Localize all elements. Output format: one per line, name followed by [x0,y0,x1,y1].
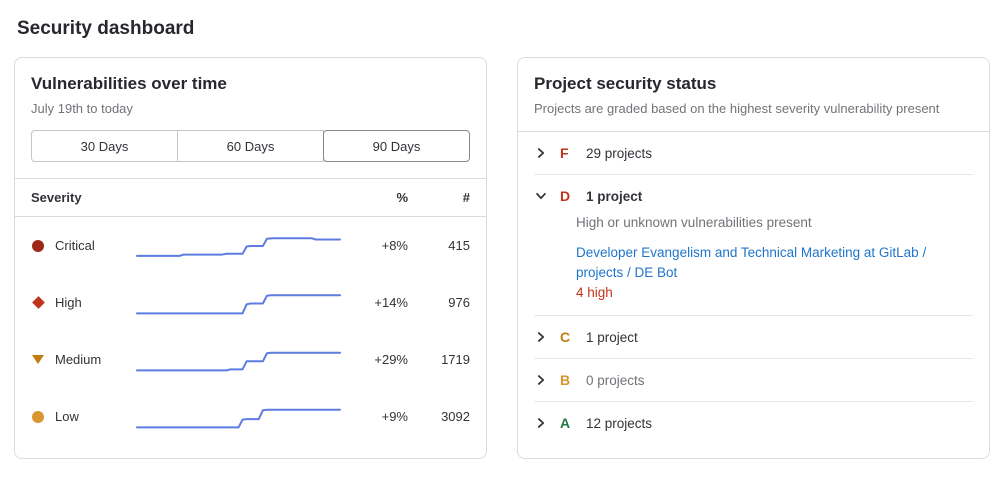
grade-section-d: D 1 project High or unknown vulnerabilit… [534,175,973,317]
grade-letter-a: A [560,415,571,432]
grade-letter-d: D [560,188,571,204]
grade-section-c: C 1 project [534,316,973,360]
grade-c-project-count: 1 project [586,329,638,345]
project-status-title: Project security status [534,74,717,93]
severity-critical-icon [31,239,45,253]
chevron-right-icon [534,373,548,387]
grade-row-c[interactable]: C 1 project [534,316,973,358]
low-count: 3092 [441,409,470,424]
security-dashboard-page: Security dashboard Vulnerabilities over … [14,18,990,459]
severity-label: Medium [55,352,102,367]
severity-name-cell: Low [31,409,135,424]
grade-section-b: B 0 projects [534,359,973,403]
panels-container: Vulnerabilities over time July 19th to t… [14,57,990,459]
chevron-right-icon [534,416,548,430]
critical-count: 415 [448,238,470,253]
grade-d-vulnerability-count: 4 high [576,285,613,301]
grade-letter-f: F [560,145,569,161]
project-link-de-bot[interactable]: Developer Evangelism and Technical Marke… [576,245,927,280]
grade-section-f: F 29 projects [534,132,973,175]
count-column-header: # [462,190,470,205]
range-button-60-days[interactable]: 60 Days [177,130,324,162]
medium-count: 1719 [441,352,470,367]
grade-letter-b: B [560,372,571,389]
severity-name-cell: Medium [31,352,135,367]
grade-a-project-count: 12 projects [586,415,653,431]
critical-percent-change: +8% [381,238,408,253]
chevron-right-icon [534,146,548,160]
severity-row-medium: Medium +29% 1719 [31,331,470,388]
grade-row-d[interactable]: D 1 project [534,175,973,217]
high-trend-sparkline [135,288,342,318]
severity-name-cell: Critical [31,238,135,253]
grade-b-project-count: 0 projects [586,372,645,388]
grade-section-a: A 12 projects [534,402,973,444]
page-title: Security dashboard [17,18,195,39]
project-status-subtitle: Projects are graded based on the highest… [534,101,940,116]
high-count: 976 [448,295,470,310]
grade-f-project-count: 29 projects [586,145,653,161]
severity-medium-icon [31,353,45,367]
vulnerabilities-panel-title: Vulnerabilities over time [31,74,227,93]
chevron-right-icon [534,330,548,344]
low-trend-sparkline [135,402,342,432]
high-percent-change: +14% [374,295,408,310]
grade-row-f[interactable]: F 29 projects [534,132,973,174]
severity-high-icon [31,296,45,310]
severity-row-critical: Critical +8% 415 [31,217,470,274]
severity-label: High [55,295,82,310]
project-status-header: Project security status Projects are gra… [518,74,989,132]
severity-row-high: High +14% 976 [31,274,470,331]
severity-row-low: Low +9% 3092 [31,388,470,445]
critical-trend-sparkline [135,231,342,261]
range-button-90-days[interactable]: 90 Days [323,130,470,162]
medium-percent-change: +29% [374,352,408,367]
percent-column-header: % [396,190,408,205]
severity-low-icon [31,410,45,424]
severity-label: Critical [55,238,95,253]
vulnerabilities-date-range: July 19th to today [31,101,133,116]
severity-label: Low [55,409,79,424]
chevron-down-icon [534,189,548,203]
vulnerabilities-over-time-panel: Vulnerabilities over time July 19th to t… [14,57,487,459]
grade-row-a[interactable]: A 12 projects [534,402,973,444]
grade-d-project-count: 1 project [586,188,643,204]
grade-letter-c: C [560,329,571,346]
medium-trend-sparkline [135,345,342,375]
grade-d-description: High or unknown vulnerabilities present [576,215,812,230]
project-security-status-panel: Project security status Projects are gra… [517,57,990,459]
day-range-button-group: 30 Days 60 Days 90 Days [31,130,470,162]
severity-name-cell: High [31,295,135,310]
grade-d-detail: High or unknown vulnerabilities present … [576,215,973,300]
grade-row-b[interactable]: B 0 projects [534,359,973,401]
severity-table-header: Severity % # [15,178,486,217]
severity-column-header: Severity [31,190,82,205]
range-button-30-days[interactable]: 30 Days [31,130,178,162]
low-percent-change: +9% [381,409,408,424]
